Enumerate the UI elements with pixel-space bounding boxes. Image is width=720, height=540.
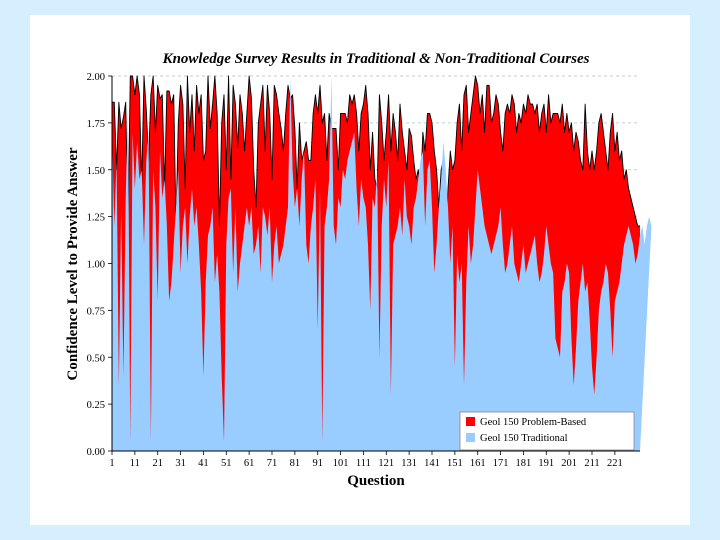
x-tick-label-19: 191 [538, 458, 554, 469]
x-tick-label-14: 141 [424, 458, 440, 469]
x-tick-label-22: 221 [607, 458, 623, 469]
x-tick-label-8: 81 [290, 458, 301, 469]
y-tick-label-6: 1.50 [87, 166, 105, 177]
chart-title: Knowledge Survey Results in Traditional … [162, 51, 590, 67]
x-tick-label-16: 161 [470, 458, 486, 469]
x-tick-label-3: 31 [175, 458, 186, 469]
legend-box [459, 411, 635, 451]
x-tick-label-6: 61 [244, 458, 255, 469]
x-tick-label-15: 151 [447, 458, 463, 469]
x-tick-label-10: 101 [333, 458, 349, 469]
legend-swatch-traditional [466, 433, 475, 442]
series-area-traditional [112, 76, 652, 451]
y-tick-label-7: 1.75 [87, 119, 105, 130]
axes: 0.000.250.500.751.001.251.501.752.001 11 2… [87, 72, 640, 469]
y-axis-label: Confidence Level to Provide Answer [65, 147, 81, 380]
y-tick-label-1: 0.25 [87, 400, 105, 411]
x-tick-label-9: 91 [312, 458, 323, 469]
x-tick-label-18: 181 [516, 458, 532, 469]
slide-background: Knowledge Survey Results in Traditional … [30, 15, 690, 525]
chart: Knowledge Survey Results in Traditional … [65, 51, 652, 489]
series-line-problem-based [112, 75, 640, 246]
y-tick-label-5: 1.25 [87, 213, 105, 224]
x-tick-label-13: 131 [401, 458, 417, 469]
x-tick-label-17: 171 [493, 458, 509, 469]
y-tick-label-0: 0.00 [87, 447, 105, 458]
x-tick-label-11: 111 [356, 458, 371, 469]
x-tick-label-20: 201 [561, 458, 577, 469]
x-tick-label-7: 71 [267, 458, 278, 469]
legend: Geol 150 Problem-Based Geol 150 Traditio… [459, 411, 635, 451]
legend-label-problem-based: Geol 150 Problem-Based [480, 417, 587, 428]
x-axis-label: Question [347, 473, 405, 489]
legend-label-traditional: Geol 150 Traditional [480, 433, 568, 444]
x-tick-label-1: 11 [130, 458, 140, 469]
x-tick-label-12: 121 [378, 458, 394, 469]
y-tick-label-2: 0.50 [87, 353, 105, 364]
y-tick-label-3: 0.75 [87, 306, 105, 317]
y-tick-label-4: 1.00 [87, 260, 105, 271]
x-tick-label-0: 1 [109, 458, 114, 469]
x-tick-label-4: 41 [198, 458, 209, 469]
y-tick-label-8: 2.00 [87, 72, 105, 83]
x-tick-label-2: 21 [152, 458, 163, 469]
legend-swatch-problem-based [466, 417, 475, 426]
plot-area [112, 75, 652, 451]
x-tick-label-5: 51 [221, 458, 232, 469]
x-tick-label-21: 211 [584, 458, 599, 469]
